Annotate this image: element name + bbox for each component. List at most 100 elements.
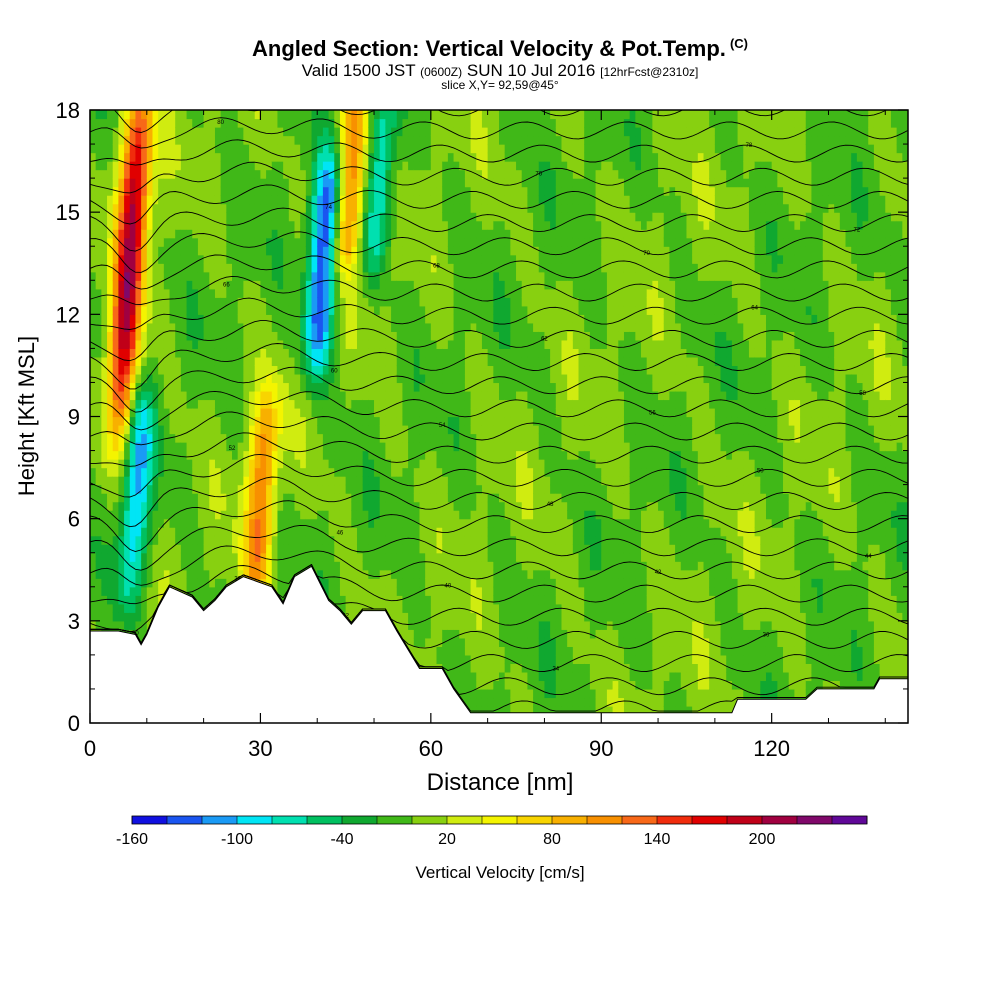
velocity-cell — [254, 254, 262, 264]
velocity-cell — [476, 646, 483, 656]
velocity-cell — [135, 237, 142, 247]
velocity-cell — [146, 510, 154, 520]
velocity-cell — [209, 110, 216, 120]
velocity-cell — [391, 348, 398, 358]
velocity-cell — [396, 314, 404, 324]
velocity-cell — [283, 365, 290, 375]
velocity-cell — [464, 288, 472, 298]
velocity-cell — [232, 390, 239, 401]
velocity-cell — [101, 135, 108, 145]
velocity-cell — [186, 561, 193, 571]
velocity-cell — [101, 322, 108, 332]
velocity-cell — [197, 586, 205, 596]
velocity-cell — [197, 544, 205, 554]
velocity-cell — [442, 186, 449, 196]
velocity-cell — [430, 416, 438, 426]
velocity-cell — [226, 246, 233, 256]
velocity-cell — [345, 348, 352, 358]
velocity-cell — [345, 603, 352, 613]
velocity-cell — [232, 288, 239, 298]
velocity-cell — [464, 476, 472, 486]
velocity-cell — [163, 263, 171, 273]
velocity-cell — [129, 288, 137, 298]
velocity-cell — [169, 476, 176, 486]
velocity-cell — [101, 229, 108, 239]
velocity-cell — [158, 501, 165, 511]
velocity-cell — [249, 416, 256, 426]
velocity-cell — [328, 305, 335, 315]
velocity-cell — [175, 339, 182, 349]
velocity-cell — [107, 178, 114, 188]
velocity-cell — [107, 390, 114, 401]
velocity-cell — [266, 416, 273, 426]
velocity-cell — [169, 144, 176, 154]
velocity-cell — [396, 348, 404, 358]
velocity-cell — [442, 382, 449, 392]
velocity-cell — [141, 544, 148, 554]
velocity-cell — [345, 254, 352, 264]
velocity-cell — [277, 578, 284, 588]
velocity-cell — [243, 510, 250, 520]
velocity-cell — [169, 246, 176, 256]
velocity-cell — [169, 518, 176, 528]
velocity-cell — [356, 433, 364, 443]
velocity-cell — [186, 493, 193, 503]
velocity-cell — [197, 484, 205, 494]
velocity-cell — [90, 450, 97, 460]
velocity-cell — [175, 297, 182, 307]
velocity-cell — [283, 484, 290, 494]
velocity-cell — [192, 212, 199, 222]
velocity-cell — [254, 331, 262, 341]
velocity-cell — [180, 305, 188, 315]
velocity-cell — [481, 544, 489, 554]
velocity-cell — [277, 195, 284, 205]
velocity-cell — [152, 390, 159, 401]
velocity-cell — [430, 348, 438, 358]
velocity-cell — [464, 246, 472, 256]
velocity-cell — [453, 263, 460, 273]
velocity-cell — [436, 663, 443, 673]
velocity-cell — [476, 586, 483, 596]
velocity-cell — [300, 433, 307, 443]
velocity-cell — [243, 144, 250, 154]
velocity-cell — [305, 195, 313, 205]
velocity-cell — [260, 161, 267, 171]
velocity-cell — [254, 161, 262, 171]
velocity-cell — [436, 169, 443, 179]
velocity-cell — [203, 246, 210, 256]
velocity-cell — [396, 263, 404, 273]
velocity-cell — [402, 237, 409, 247]
velocity-cell — [220, 467, 227, 477]
velocity-cell — [476, 535, 483, 545]
velocity-cell — [408, 237, 415, 247]
velocity-cell — [141, 450, 148, 460]
velocity-cell — [436, 373, 443, 384]
velocity-cell — [107, 527, 114, 537]
velocity-cell — [368, 229, 375, 239]
velocity-cell — [192, 476, 199, 486]
velocity-cell — [328, 135, 335, 145]
velocity-cell — [220, 476, 227, 486]
velocity-cell — [334, 407, 341, 418]
velocity-cell — [351, 493, 358, 503]
velocity-cell — [135, 229, 142, 239]
velocity-cell — [374, 365, 381, 375]
velocity-cell — [459, 493, 466, 503]
velocity-cell — [374, 484, 381, 494]
velocity-cell — [237, 433, 244, 443]
velocity-cell — [436, 561, 443, 571]
velocity-cell — [129, 178, 137, 188]
velocity-cell — [107, 501, 114, 511]
velocity-cell — [476, 127, 483, 137]
velocity-cell — [322, 322, 330, 332]
velocity-cell — [186, 161, 193, 171]
velocity-cell — [163, 390, 171, 401]
velocity-cell — [271, 433, 279, 443]
velocity-cell — [214, 416, 222, 426]
velocity-cell — [158, 331, 165, 341]
velocity-cell — [203, 595, 210, 605]
velocity-cell — [135, 186, 142, 196]
velocity-cell — [146, 416, 154, 426]
velocity-cell — [391, 595, 398, 605]
velocity-cell — [197, 416, 205, 426]
